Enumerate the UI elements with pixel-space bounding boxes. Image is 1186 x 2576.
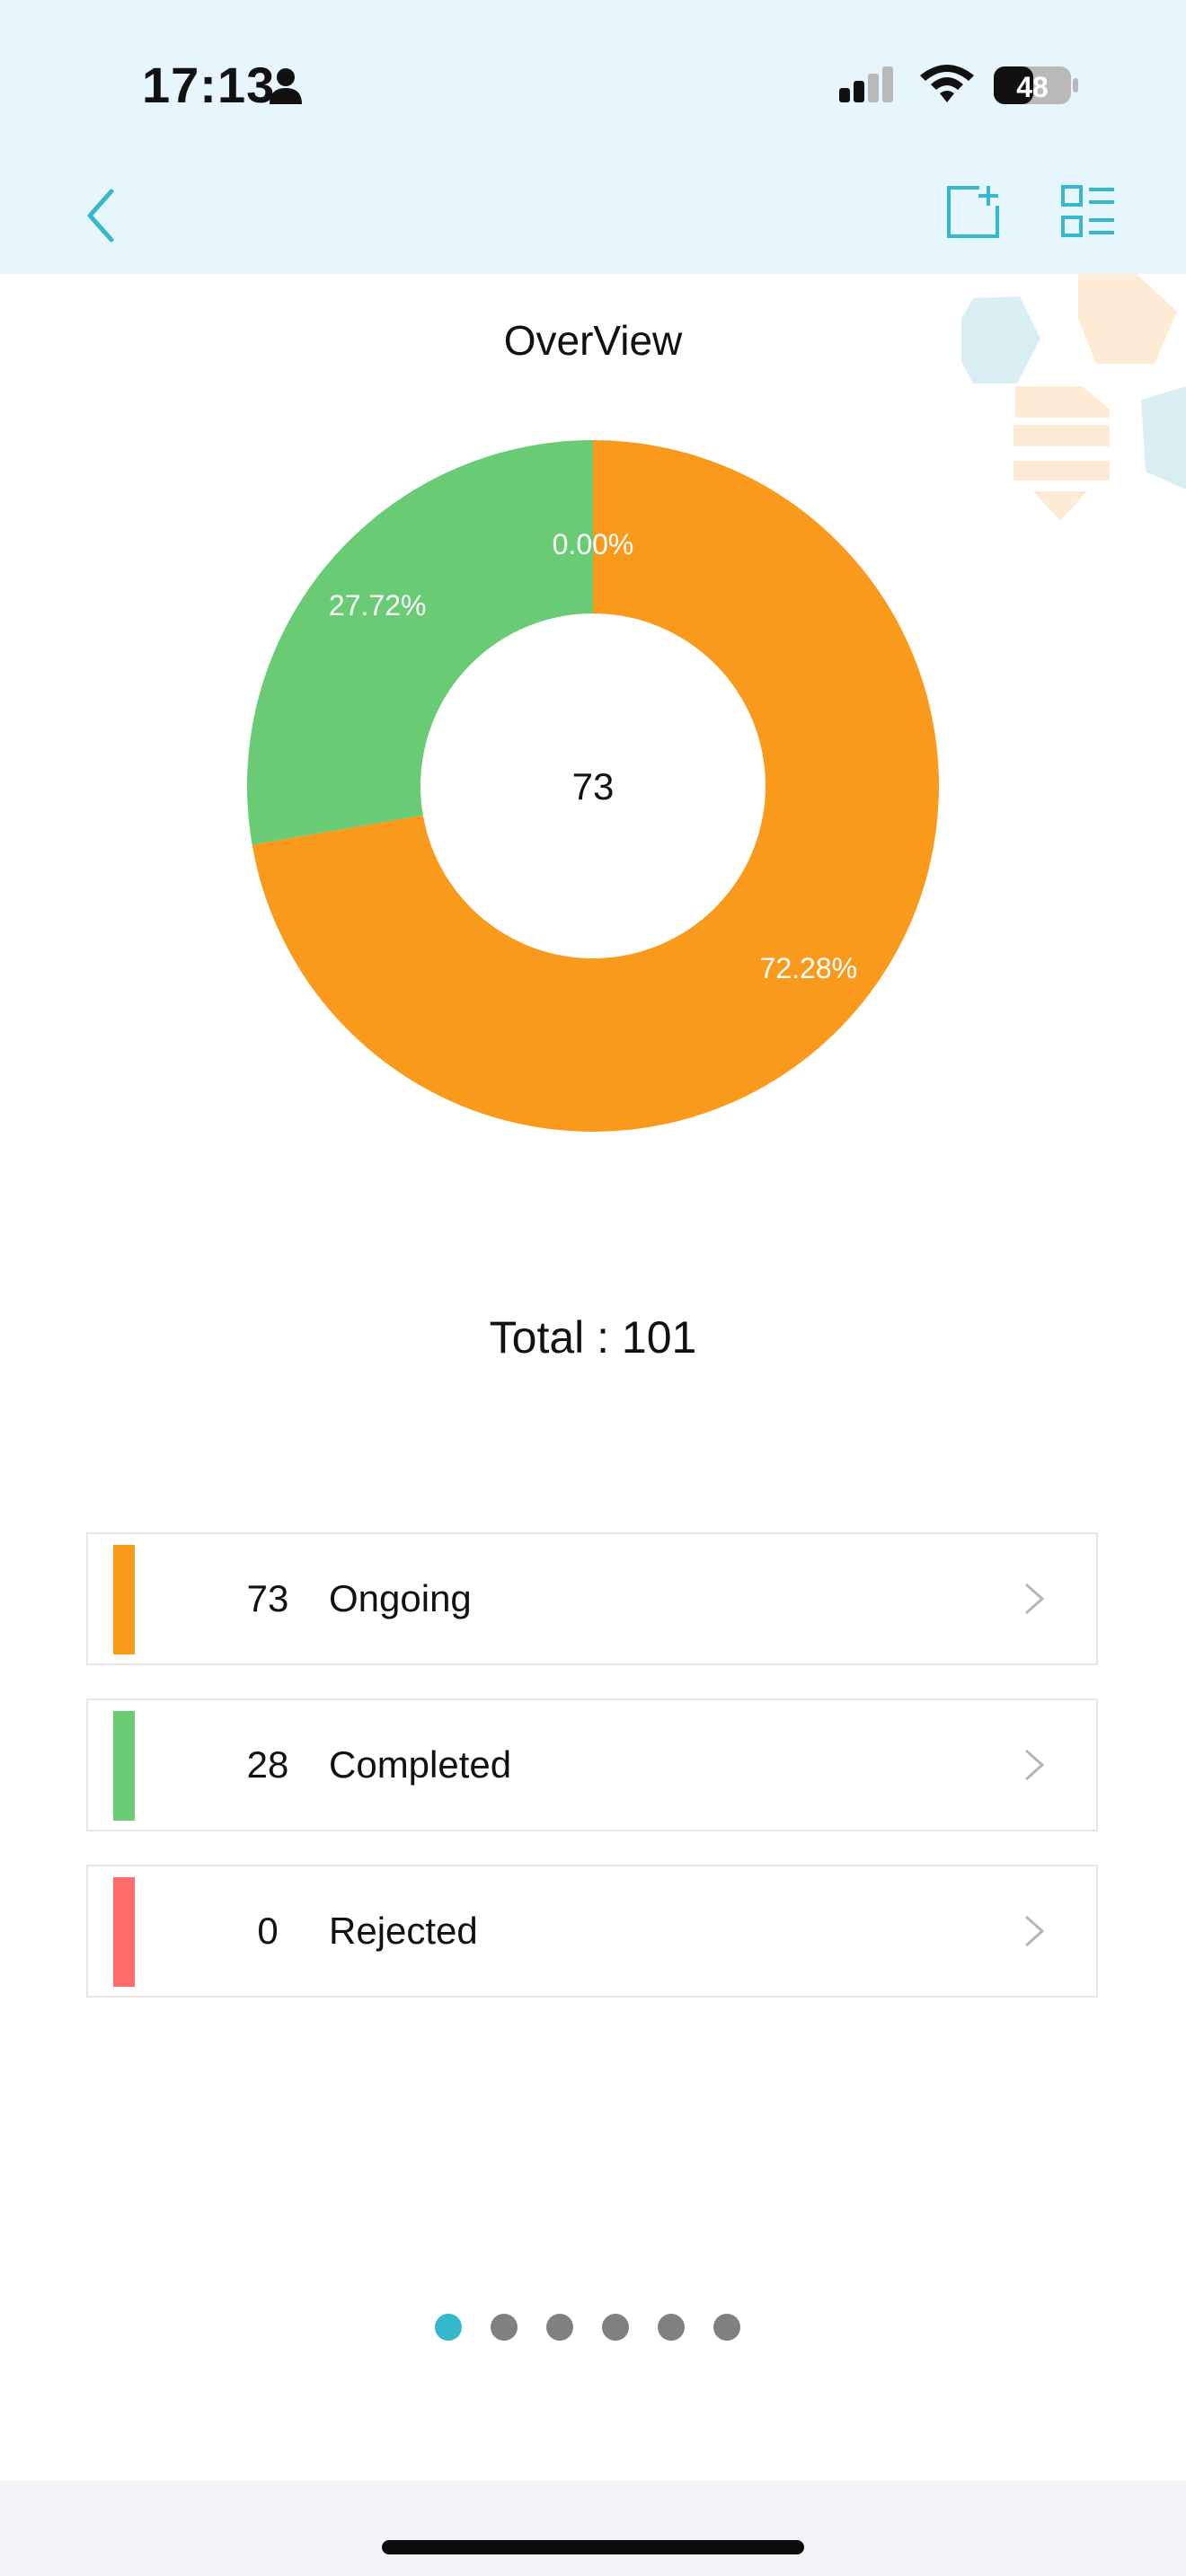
chevron-right-icon (1025, 1749, 1045, 1781)
total-count: Total : 101 (489, 1312, 697, 1363)
page-dot-1[interactable] (435, 2314, 462, 2341)
status-row-rejected[interactable]: 0 Rejected (86, 1865, 1098, 1998)
status-row-completed[interactable]: 28 Completed (86, 1698, 1098, 1831)
page-dot-5[interactable] (658, 2314, 685, 2341)
status-row-ongoing[interactable]: 73 Ongoing (86, 1532, 1098, 1665)
chevron-right-icon (1025, 1915, 1045, 1947)
donut-slice-completed (247, 440, 593, 845)
status-count: 28 (246, 1743, 289, 1786)
page-indicator (435, 2314, 758, 2344)
page-dot-2[interactable] (491, 2314, 518, 2341)
chart-title: OverView (503, 317, 683, 364)
status-time: 17:13 (142, 57, 276, 113)
battery-level: 48 (1016, 71, 1049, 103)
add-square-icon[interactable] (945, 184, 1001, 240)
person-icon (270, 68, 302, 104)
page-dot-6[interactable] (713, 2314, 740, 2341)
wifi-icon (920, 65, 974, 102)
bottom-safe-area (0, 2481, 1186, 2576)
back-button[interactable] (79, 184, 124, 247)
status-color-bar (113, 1545, 135, 1654)
chevron-right-icon (1025, 1583, 1045, 1615)
donut-label-ongoing: 72.28% (760, 952, 858, 984)
status-label: Rejected (329, 1910, 478, 1952)
donut-center-value: 73 (572, 765, 615, 807)
status-bar: 17:13 48 (0, 0, 1186, 274)
donut-slice-ongoing (252, 440, 940, 1132)
home-indicator[interactable] (382, 2540, 804, 2554)
hexagon-decoration-icon (961, 274, 1186, 521)
cellular-signal-icon (839, 66, 893, 102)
status-label: Completed (329, 1743, 512, 1786)
donut-chart: 72.28% 27.72% 0.00% 73 (247, 440, 940, 1132)
page-dot-3[interactable] (546, 2314, 573, 2341)
status-color-bar (113, 1877, 135, 1987)
status-label: Ongoing (329, 1577, 472, 1619)
donut-label-rejected: 0.00% (553, 528, 634, 560)
status-color-bar (113, 1711, 135, 1821)
list-view-icon[interactable] (1060, 184, 1116, 238)
page-dot-4[interactable] (602, 2314, 629, 2341)
donut-label-completed: 27.72% (329, 589, 427, 622)
battery-icon: 48 (994, 66, 1078, 104)
status-count: 0 (257, 1910, 279, 1952)
status-count: 73 (246, 1577, 289, 1619)
